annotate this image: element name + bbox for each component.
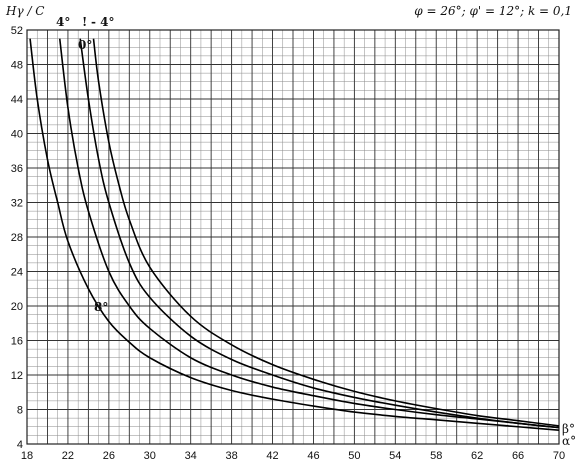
y-tick-label: 16 — [11, 336, 23, 348]
x-tick-label: 18 — [21, 450, 33, 462]
x-tick-label: 26 — [103, 450, 115, 462]
curves — [29, 38, 560, 431]
x-tick-label: 62 — [471, 450, 483, 462]
x-tick-label: 66 — [512, 450, 524, 462]
x-tick-label: 70 — [553, 450, 565, 462]
x-tick-labels: 18 22 26 30 34 38 42 46 50 54 58 62 66 70 — [21, 450, 565, 462]
y-tick-label: 8 — [17, 405, 23, 417]
y-tick-label: 36 — [11, 163, 23, 175]
y-axis-label: Hγ / C — [5, 4, 45, 18]
y-tick-label: 44 — [11, 94, 23, 106]
x-tick-label: 46 — [307, 450, 319, 462]
y-tick-label: 28 — [11, 232, 23, 244]
x-tick-label: 54 — [389, 450, 401, 462]
x-tick-label: 34 — [185, 450, 197, 462]
curve-label-4: 4° — [56, 15, 70, 29]
x-tick-label: 30 — [144, 450, 156, 462]
y-tick-label: 40 — [11, 129, 23, 141]
x-tick-label: 42 — [266, 450, 278, 462]
y-tick-label: 20 — [11, 301, 23, 313]
curve-label-bang: ! — [82, 15, 87, 29]
curve-minus-4 — [92, 38, 560, 427]
y-tick-label: 48 — [11, 60, 23, 72]
x-tick-label: 58 — [430, 450, 442, 462]
alpha-label: α° — [562, 434, 576, 448]
parameters-label: φ = 26°; φ' = 12°; k = 0,1 — [414, 4, 572, 18]
x-tick-label: 50 — [348, 450, 360, 462]
major-grid — [26, 29, 560, 445]
curve-label-8: 8° — [94, 300, 108, 314]
curve-0 — [79, 38, 560, 429]
y-tick-label: 32 — [11, 198, 23, 210]
plot-frame — [26, 29, 560, 445]
y-tick-label: 12 — [11, 370, 23, 382]
curve-4 — [58, 38, 560, 429]
curve-label-0: 0° — [78, 38, 92, 52]
curve-8 — [29, 38, 560, 431]
x-tick-label: 22 — [62, 450, 74, 462]
y-tick-label: 24 — [11, 267, 23, 279]
x-tick-label: 38 — [225, 450, 237, 462]
y-tick-label: 52 — [11, 25, 23, 37]
curve-label-minus-4: - 4° — [91, 15, 115, 29]
y-tick-label: 4 — [17, 439, 23, 451]
beta-label: β° — [562, 422, 575, 436]
